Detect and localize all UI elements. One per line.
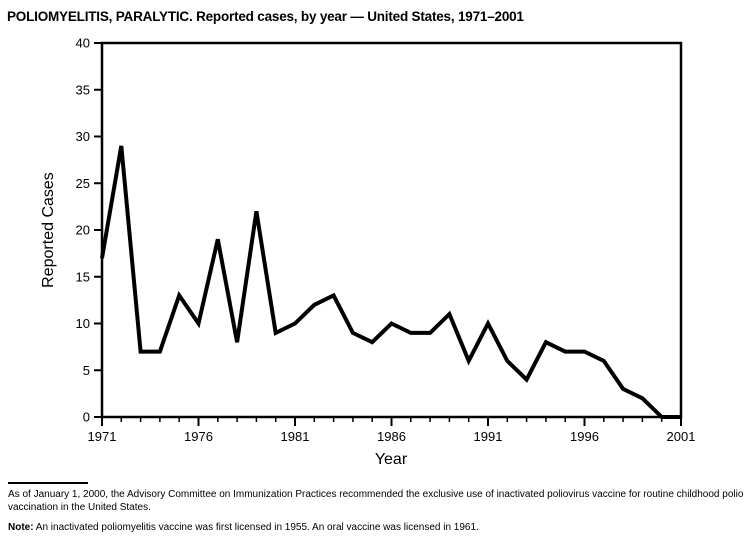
x-tick-label: 1981: [281, 429, 310, 444]
note-text: An inactivated poliomyelitis vaccine was…: [33, 522, 479, 533]
x-tick-label: 1971: [88, 429, 117, 444]
x-tick-label: 1986: [377, 429, 406, 444]
x-tick-label: 1991: [474, 429, 503, 444]
y-tick-label: 40: [76, 36, 90, 51]
x-axis-title: Year: [375, 451, 408, 468]
line-chart: 0 5 10 15 20 25 30 35 40 1971 1976 1981 1986 1991 1996…: [40, 36, 696, 469]
x-tick-label: 2001: [667, 429, 696, 444]
note-label: Note:: [8, 522, 34, 533]
chart-title: POLIOMYELITIS, PARALYTIC. Reported cases…: [7, 9, 524, 24]
plot-border: [100, 41, 683, 419]
footnote-rule: [8, 482, 88, 484]
note-line: Note: An inactivated poliomyelitis vacci…: [8, 522, 745, 535]
y-tick-label: 30: [76, 129, 90, 144]
data-line: [100, 145, 681, 419]
x-tick-label: 1976: [184, 429, 213, 444]
y-axis-title: Reported Cases: [40, 172, 57, 288]
plot-area: 0 5 10 15 20 25 30 35 40 1971 1976 1981 1986 1991 1996…: [76, 36, 696, 445]
y-tick-label: 20: [76, 223, 90, 238]
y-tick-label: 25: [76, 176, 90, 191]
footnote-section: As of January 1, 2000, the Advisory Comm…: [8, 482, 745, 535]
y-tick-label: 5: [83, 363, 90, 378]
x-tick-label: 1996: [570, 429, 599, 444]
footnote-text: As of January 1, 2000, the Advisory Comm…: [8, 489, 744, 513]
y-tick-label: 10: [76, 316, 90, 331]
y-tick-label: 15: [76, 269, 90, 284]
y-tick-label: 0: [83, 410, 90, 425]
y-tick-label: 35: [76, 82, 90, 97]
